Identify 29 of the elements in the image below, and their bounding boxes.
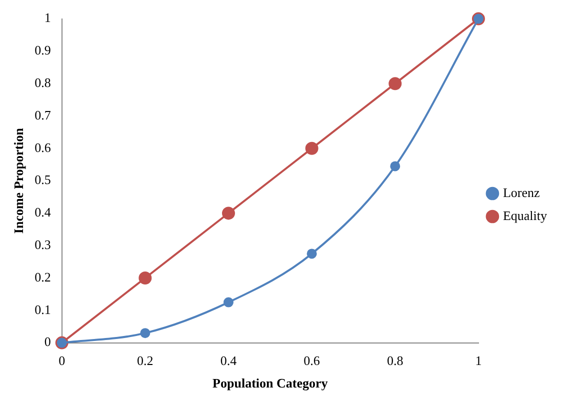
point [388, 77, 402, 90]
y-tick-label: 0.2 [34, 269, 51, 284]
x-tick-label: 1 [475, 353, 482, 368]
x-tick-label: 0.2 [137, 353, 154, 368]
y-tick-label: 0.3 [34, 237, 51, 252]
point [138, 272, 152, 284]
point [140, 328, 150, 338]
y-tick-label: 0.6 [34, 140, 52, 155]
x-tick-label: 0.4 [220, 353, 238, 368]
point [223, 297, 234, 308]
y-tick-label: 0.8 [34, 75, 51, 90]
y-tick-label: 0 [44, 334, 51, 350]
point [390, 161, 400, 172]
x-tick-label: 0.8 [387, 353, 404, 368]
y-tick-label: 0.1 [34, 302, 51, 317]
y-axis-title: Income Proportion [11, 127, 26, 234]
legend-label: Lorenz [502, 184, 540, 200]
y-tick-label: 0.5 [34, 172, 51, 188]
y-tick-label: 0.9 [34, 42, 51, 58]
point [306, 248, 317, 259]
x-tick-label: 0 [58, 353, 66, 368]
y-tick-label: 0.4 [34, 204, 52, 220]
x-axis-title: Population Category [212, 376, 328, 391]
y-tick-label: 1 [44, 10, 51, 26]
legend-label: Equality [502, 208, 548, 223]
point [305, 142, 318, 155]
y-tick-label: 0.7 [34, 107, 52, 122]
point [222, 206, 235, 220]
x-tick-label: 0.6 [304, 353, 320, 368]
